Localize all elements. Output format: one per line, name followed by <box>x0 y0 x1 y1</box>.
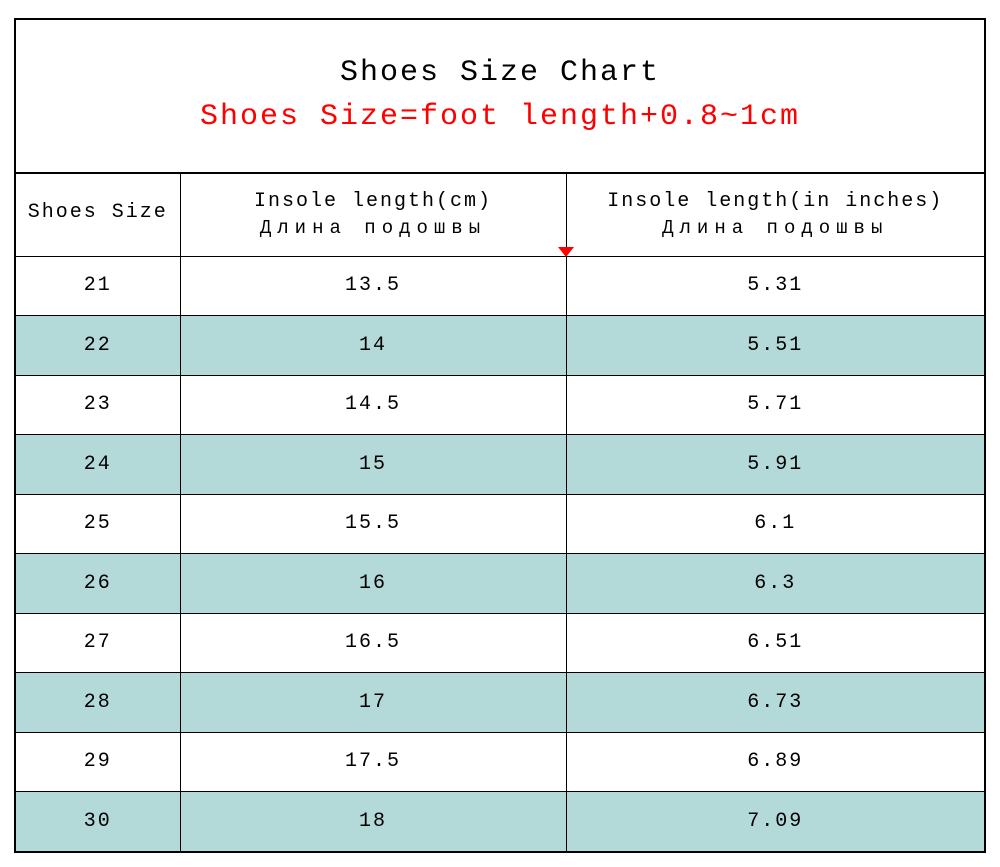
cell-size: 30 <box>16 792 180 852</box>
cell-size: 21 <box>16 256 180 316</box>
col-header-inch-label2: Длина подошвы <box>567 217 985 239</box>
col-header-inch: Insole length(in inches) Длина подошвы <box>566 174 984 256</box>
cell-cm: 17.5 <box>180 732 566 792</box>
col-header-cm-label1: Insole length(cm) <box>181 190 566 213</box>
cell-cm: 15 <box>180 435 566 495</box>
cell-inch: 5.91 <box>566 435 984 495</box>
cell-cm: 18 <box>180 792 566 852</box>
cell-size: 27 <box>16 613 180 673</box>
cell-cm: 13.5 <box>180 256 566 316</box>
cell-size: 24 <box>16 435 180 495</box>
table-row: 2917.56.89 <box>16 732 984 792</box>
col-header-size-label: Shoes Size <box>16 201 180 224</box>
table-row: 28176.73 <box>16 673 984 733</box>
table-row: 24155.91 <box>16 435 984 495</box>
cell-inch: 7.09 <box>566 792 984 852</box>
cell-inch: 5.51 <box>566 316 984 376</box>
cell-inch: 6.89 <box>566 732 984 792</box>
table-row: 2113.55.31 <box>16 256 984 316</box>
col-header-cm: Insole length(cm) Длина подошвы <box>180 174 566 256</box>
size-table: Shoes Size Insole length(cm) Длина подош… <box>16 174 984 851</box>
table-row: 2314.55.71 <box>16 375 984 435</box>
chart-subtitle: Shoes Size=foot length+0.8~1cm <box>26 100 974 134</box>
cell-size: 26 <box>16 554 180 614</box>
cell-size: 29 <box>16 732 180 792</box>
table-row: 22145.51 <box>16 316 984 376</box>
cell-cm: 14 <box>180 316 566 376</box>
cell-cm: 16 <box>180 554 566 614</box>
col-header-size: Shoes Size <box>16 174 180 256</box>
cell-inch: 6.51 <box>566 613 984 673</box>
col-header-inch-label1: Insole length(in inches) <box>567 190 985 213</box>
cell-cm: 17 <box>180 673 566 733</box>
table-body: 2113.55.3122145.512314.55.7124155.912515… <box>16 256 984 851</box>
cell-cm: 15.5 <box>180 494 566 554</box>
cell-size: 28 <box>16 673 180 733</box>
cell-inch: 5.31 <box>566 256 984 316</box>
cell-cm: 16.5 <box>180 613 566 673</box>
cell-size: 22 <box>16 316 180 376</box>
chart-container: Shoes Size Chart Shoes Size=foot length+… <box>0 0 1000 867</box>
cell-inch: 6.3 <box>566 554 984 614</box>
chart-frame: Shoes Size Chart Shoes Size=foot length+… <box>14 18 986 853</box>
cell-inch: 6.73 <box>566 673 984 733</box>
chart-title: Shoes Size Chart <box>26 56 974 90</box>
cell-size: 25 <box>16 494 180 554</box>
cell-inch: 6.1 <box>566 494 984 554</box>
cell-cm: 14.5 <box>180 375 566 435</box>
table-row: 30187.09 <box>16 792 984 852</box>
cell-inch: 5.71 <box>566 375 984 435</box>
cell-size: 23 <box>16 375 180 435</box>
table-header-row: Shoes Size Insole length(cm) Длина подош… <box>16 174 984 256</box>
table-row: 2716.56.51 <box>16 613 984 673</box>
chart-header: Shoes Size Chart Shoes Size=foot length+… <box>16 20 984 174</box>
table-row: 2515.56.1 <box>16 494 984 554</box>
col-header-cm-label2: Длина подошвы <box>181 217 566 239</box>
table-row: 26166.3 <box>16 554 984 614</box>
